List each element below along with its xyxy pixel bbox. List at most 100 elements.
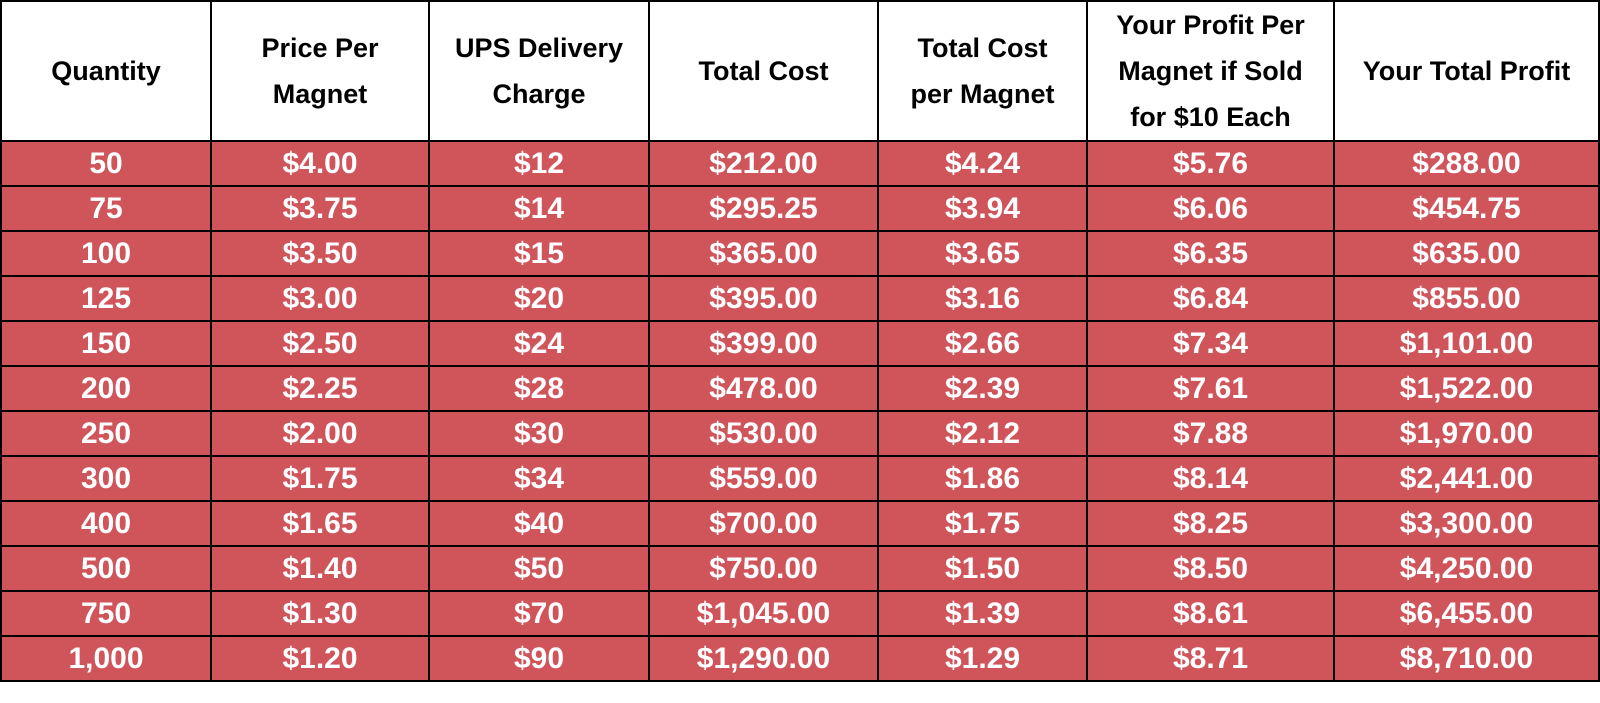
total-cost-cell: $395.00 (648, 275, 879, 322)
quantity-cell: 150 (0, 320, 212, 367)
total-cost-per-magnet-cell: $1.75 (877, 500, 1088, 547)
profit-per-magnet-cell: $8.50 (1086, 545, 1335, 592)
quantity-header: Quantity (0, 0, 212, 142)
total-profit-cell: $454.75 (1333, 185, 1600, 232)
total-cost-cell: $750.00 (648, 545, 879, 592)
quantity-cell: 200 (0, 365, 212, 412)
ups-delivery-charge-cell: $15 (428, 230, 650, 277)
total-profit-cell: $1,101.00 (1333, 320, 1600, 367)
header-label-line: Charge (492, 79, 586, 109)
price-per-magnet-header: Price Per Magnet (210, 0, 430, 142)
total-profit-cell: $635.00 (1333, 230, 1600, 277)
table-row: 400 $1.65 $40 $700.00 $1.75 $8.25 $3,300.00 (0, 500, 1600, 547)
total-profit-cell: $1,970.00 (1333, 410, 1600, 457)
price-per-magnet-cell: $1.75 (210, 455, 430, 502)
total-cost-per-magnet-cell: $1.86 (877, 455, 1088, 502)
quantity-cell: 400 (0, 500, 212, 547)
ups-delivery-charge-cell: $34 (428, 455, 650, 502)
price-per-magnet-cell: $2.50 (210, 320, 430, 367)
quantity-cell: 100 (0, 230, 212, 277)
profit-per-magnet-cell: $6.84 (1086, 275, 1335, 322)
table-row: 100 $3.50 $15 $365.00 $3.65 $6.35 $635.00 (0, 230, 1600, 277)
header-label-line: for $10 Each (1130, 102, 1291, 132)
quantity-cell: 75 (0, 185, 212, 232)
header-label-line: Quantity (51, 56, 161, 86)
price-per-magnet-cell: $3.00 (210, 275, 430, 322)
total-cost-cell: $212.00 (648, 140, 879, 187)
ups-delivery-charge-cell: $70 (428, 590, 650, 637)
ups-delivery-charge-cell: $30 (428, 410, 650, 457)
price-per-magnet-cell: $2.25 (210, 365, 430, 412)
table-row: 300 $1.75 $34 $559.00 $1.86 $8.14 $2,441.00 (0, 455, 1600, 502)
total-cost-per-magnet-cell: $2.12 (877, 410, 1088, 457)
total-cost-header: Total Cost (648, 0, 879, 142)
total-profit-cell: $1,522.00 (1333, 365, 1600, 412)
price-per-magnet-cell: $2.00 (210, 410, 430, 457)
profit-per-magnet-cell: $8.71 (1086, 635, 1335, 682)
total-cost-per-magnet-cell: $1.50 (877, 545, 1088, 592)
header-label-line: Your Total Profit (1362, 56, 1571, 86)
profit-per-magnet-cell: $7.34 (1086, 320, 1335, 367)
ups-delivery-charge-cell: $40 (428, 500, 650, 547)
total-profit-cell: $288.00 (1333, 140, 1600, 187)
total-profit-cell: $855.00 (1333, 275, 1600, 322)
ups-delivery-charge-header: UPS Delivery Charge (428, 0, 650, 142)
profit-per-magnet-cell: $8.25 (1086, 500, 1335, 547)
quantity-cell: 500 (0, 545, 212, 592)
total-profit-cell: $3,300.00 (1333, 500, 1600, 547)
total-cost-per-magnet-cell: $2.66 (877, 320, 1088, 367)
total-cost-per-magnet-cell: $1.29 (877, 635, 1088, 682)
total-cost-cell: $1,290.00 (648, 635, 879, 682)
table-row: 200 $2.25 $28 $478.00 $2.39 $7.61 $1,522.00 (0, 365, 1600, 412)
quantity-cell: 750 (0, 590, 212, 637)
total-cost-cell: $700.00 (648, 500, 879, 547)
total-cost-per-magnet-cell: $3.16 (877, 275, 1088, 322)
table-row: 75 $3.75 $14 $295.25 $3.94 $6.06 $454.75 (0, 185, 1600, 232)
profit-per-magnet-cell: $7.88 (1086, 410, 1335, 457)
profit-per-magnet-cell: $8.61 (1086, 590, 1335, 637)
table-body: 50 $4.00 $12 $212.00 $4.24 $5.76 $288.00 75 $3.7… (0, 140, 1600, 682)
table-row: 150 $2.50 $24 $399.00 $2.66 $7.34 $1,101.00 (0, 320, 1600, 367)
price-per-magnet-cell: $1.65 (210, 500, 430, 547)
price-per-magnet-cell: $4.00 (210, 140, 430, 187)
total-cost-per-magnet-cell: $3.65 (877, 230, 1088, 277)
header-label-line: per Magnet (910, 79, 1055, 109)
profit-per-magnet-header: Your Profit Per Magnet if Sold for $10 Eac… (1086, 0, 1335, 142)
total-cost-cell: $530.00 (648, 410, 879, 457)
profit-per-magnet-cell: $5.76 (1086, 140, 1335, 187)
price-per-magnet-cell: $3.50 (210, 230, 430, 277)
table-row: 125 $3.00 $20 $395.00 $3.16 $6.84 $855.00 (0, 275, 1600, 322)
ups-delivery-charge-cell: $90 (428, 635, 650, 682)
header-label-line: Magnet if Sold (1118, 56, 1303, 86)
header-label-line: Magnet (272, 79, 368, 109)
header-label-line: Price Per (261, 33, 379, 63)
profit-per-magnet-cell: $8.14 (1086, 455, 1335, 502)
price-per-magnet-cell: $1.20 (210, 635, 430, 682)
price-per-magnet-cell: $1.40 (210, 545, 430, 592)
quantity-cell: 1,000 (0, 635, 212, 682)
price-per-magnet-cell: $1.30 (210, 590, 430, 637)
header-label-line: Your Profit Per (1116, 10, 1305, 40)
ups-delivery-charge-cell: $12 (428, 140, 650, 187)
total-profit-header: Your Total Profit (1333, 0, 1600, 142)
header-label-line: UPS Delivery (454, 33, 624, 63)
table-row: 1,000 $1.20 $90 $1,290.00 $1.29 $8.71 $8,710.0… (0, 635, 1600, 682)
profit-per-magnet-cell: $7.61 (1086, 365, 1335, 412)
total-cost-cell: $559.00 (648, 455, 879, 502)
total-cost-cell: $1,045.00 (648, 590, 879, 637)
total-cost-per-magnet-cell: $3.94 (877, 185, 1088, 232)
profit-per-magnet-cell: $6.06 (1086, 185, 1335, 232)
header-label-line: Total Cost (698, 56, 829, 86)
total-profit-cell: $2,441.00 (1333, 455, 1600, 502)
total-cost-per-magnet-header: Total Cost per Magnet (877, 0, 1088, 142)
table-header: Quantity Price Per Magnet UPS Delivery Charg… (0, 0, 1600, 142)
total-profit-cell: $8,710.00 (1333, 635, 1600, 682)
total-cost-per-magnet-cell: $2.39 (877, 365, 1088, 412)
ups-delivery-charge-cell: $24 (428, 320, 650, 367)
quantity-cell: 50 (0, 140, 212, 187)
total-cost-cell: $295.25 (648, 185, 879, 232)
quantity-cell: 125 (0, 275, 212, 322)
total-cost-cell: $365.00 (648, 230, 879, 277)
quantity-cell: 250 (0, 410, 212, 457)
total-profit-cell: $6,455.00 (1333, 590, 1600, 637)
